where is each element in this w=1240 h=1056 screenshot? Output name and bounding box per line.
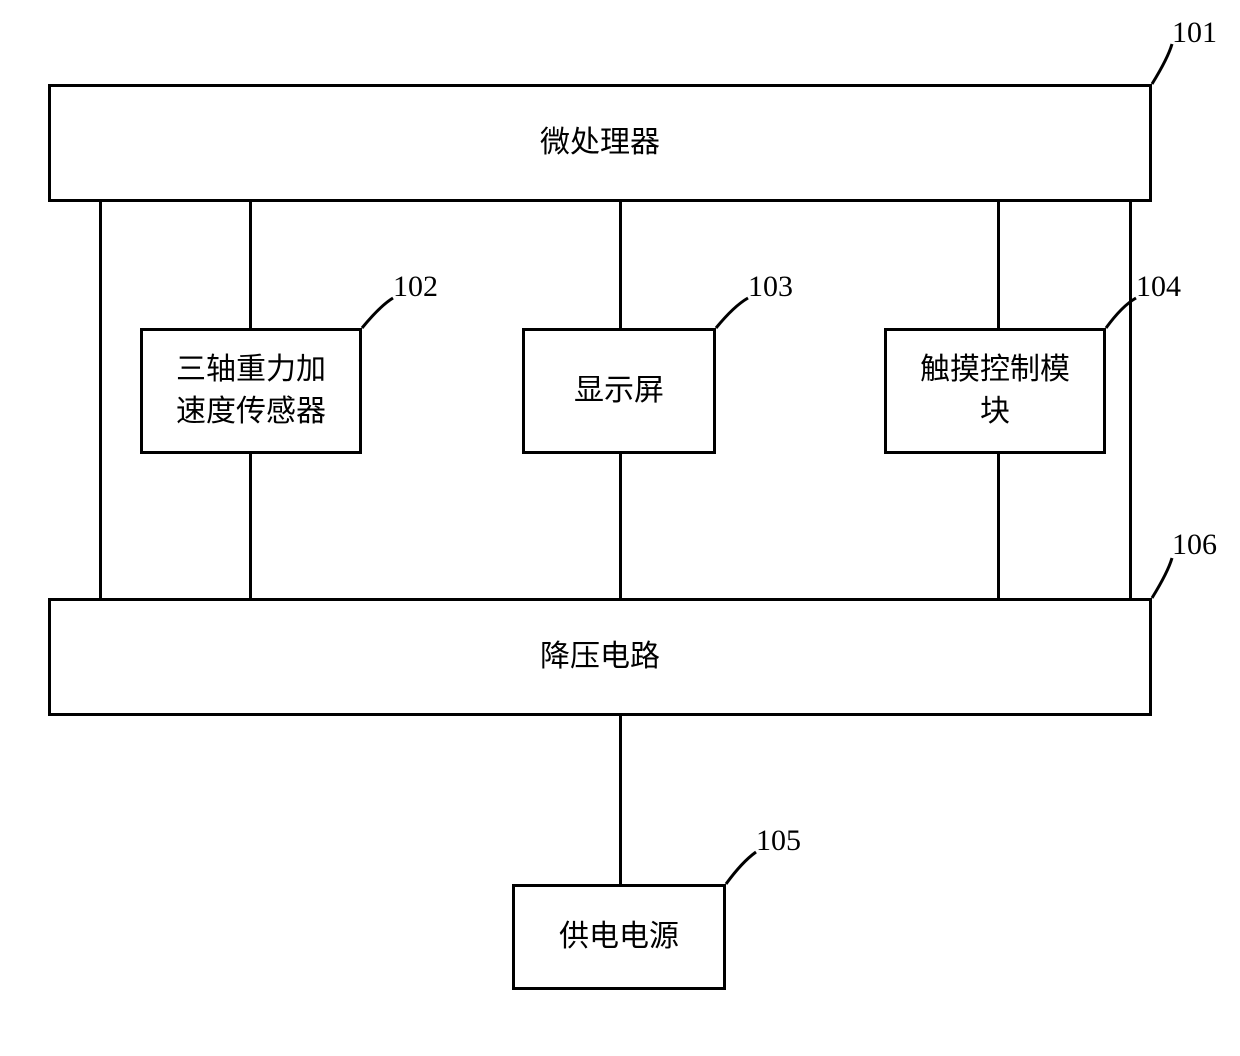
leader-101 xyxy=(0,0,1240,1056)
block-diagram: 微处理器 三轴重力加 速度传感器 显示屏 触摸控制模 块 降压电路 供电电源 1… xyxy=(0,0,1240,1056)
